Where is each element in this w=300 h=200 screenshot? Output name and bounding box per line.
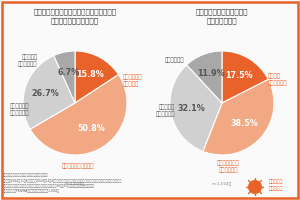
- Circle shape: [249, 181, 261, 193]
- Text: 11.9%: 11.9%: [197, 69, 224, 78]
- Text: 【調査概要】保育園・幼稚園の健康管理方法に関する調査
調査期間：2024年11月8日（金）～2024年12月4日（水）　調査方法：インターネット調査　調査会社：: 【調査概要】保育園・幼稚園の健康管理方法に関する調査 調査期間：2024年11月…: [3, 173, 122, 193]
- Wedge shape: [23, 56, 75, 129]
- Text: 全く不安を
感じていない: 全く不安を 感じていない: [18, 54, 38, 67]
- Text: あまり不安を
感じていない: あまり不安を 感じていない: [10, 103, 29, 116]
- Text: n=1,004人: n=1,004人: [212, 182, 232, 186]
- Wedge shape: [170, 65, 222, 151]
- Text: 17.5%: 17.5%: [225, 71, 253, 80]
- Wedge shape: [187, 51, 222, 103]
- Text: 38.5%: 38.5%: [230, 119, 258, 128]
- Wedge shape: [222, 51, 268, 103]
- Text: n=1,004人: n=1,004人: [65, 182, 85, 186]
- Text: やや不安を感じている: やや不安を感じている: [61, 164, 94, 169]
- Text: 園全体で
拡大していた: 園全体で 拡大していた: [268, 73, 287, 86]
- Wedge shape: [203, 79, 274, 155]
- Text: 全くなかった: 全くなかった: [165, 58, 184, 63]
- Wedge shape: [75, 51, 118, 103]
- Title: 園での感染症の拡大などは
ありましたか？: 園での感染症の拡大などは ありましたか？: [196, 9, 248, 24]
- Text: 少人数のみ
感染があった: 少人数のみ 感染があった: [156, 105, 175, 117]
- Text: 26.7%: 26.7%: [32, 89, 59, 98]
- Text: 非常に不安を
感じている: 非常に不安を 感じている: [123, 75, 142, 87]
- Wedge shape: [54, 51, 75, 103]
- Text: 一部のクラスで
拡大していた: 一部のクラスで 拡大していた: [217, 160, 240, 173]
- Text: 32.1%: 32.1%: [178, 104, 205, 113]
- Text: 50.8%: 50.8%: [77, 124, 105, 133]
- Title: 普段の暮らしの中で子どもの感染症対策に
不安を感じていますか？: 普段の暮らしの中で子どもの感染症対策に 不安を感じていますか？: [33, 9, 117, 24]
- Text: ヒューマン
ライトケア: ヒューマン ライトケア: [268, 179, 283, 191]
- Text: 15.8%: 15.8%: [76, 70, 104, 79]
- Text: 6.7%: 6.7%: [57, 68, 80, 77]
- Wedge shape: [30, 75, 127, 155]
